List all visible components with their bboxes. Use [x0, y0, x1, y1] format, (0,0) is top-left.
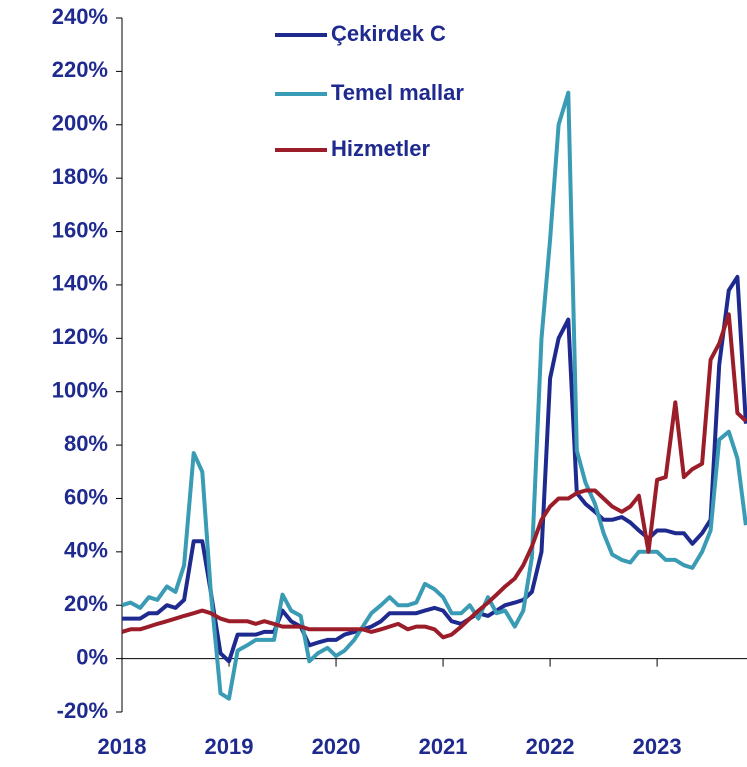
x-tick-label: 2018 [98, 734, 147, 759]
y-tick-label: 220% [52, 57, 108, 82]
y-tick-label: 120% [52, 324, 108, 349]
y-tick-label: 40% [64, 538, 108, 563]
x-tick-label: 2022 [526, 734, 575, 759]
series-line [122, 90, 747, 701]
y-tick-label: 20% [64, 591, 108, 616]
y-tick-label: -20% [57, 698, 108, 723]
series-line [122, 312, 747, 640]
y-tick-label: 100% [52, 378, 108, 403]
y-tick-label: 240% [52, 4, 108, 29]
y-tick-label: 80% [64, 431, 108, 456]
y-tick-label: 0% [76, 644, 108, 669]
y-tick-label: 140% [52, 271, 108, 296]
legend-label: Çekirdek C [331, 21, 446, 46]
y-tick-label: 60% [64, 484, 108, 509]
x-tick-label: 2023 [633, 734, 682, 759]
y-tick-label: 200% [52, 111, 108, 136]
x-tick-label: 2019 [205, 734, 254, 759]
series-line [122, 274, 747, 664]
y-tick-label: 180% [52, 164, 108, 189]
legend-label: Temel mallar [331, 80, 464, 105]
x-tick-label: 2020 [312, 734, 361, 759]
legend-label: Hizmetler [331, 136, 430, 161]
x-tick-label: 2021 [419, 734, 468, 759]
y-tick-label: 160% [52, 217, 108, 242]
